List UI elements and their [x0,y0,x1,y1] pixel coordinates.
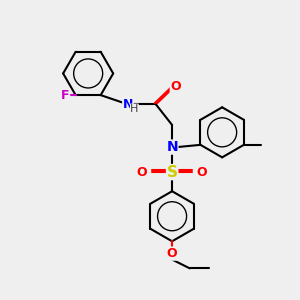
Text: O: O [167,247,177,260]
Text: O: O [197,166,207,178]
Text: F: F [61,88,70,102]
Text: H: H [130,104,139,114]
Text: O: O [170,80,181,93]
Text: S: S [167,165,178,180]
Text: N: N [166,140,178,154]
Text: N: N [123,98,133,111]
Text: O: O [137,166,147,178]
